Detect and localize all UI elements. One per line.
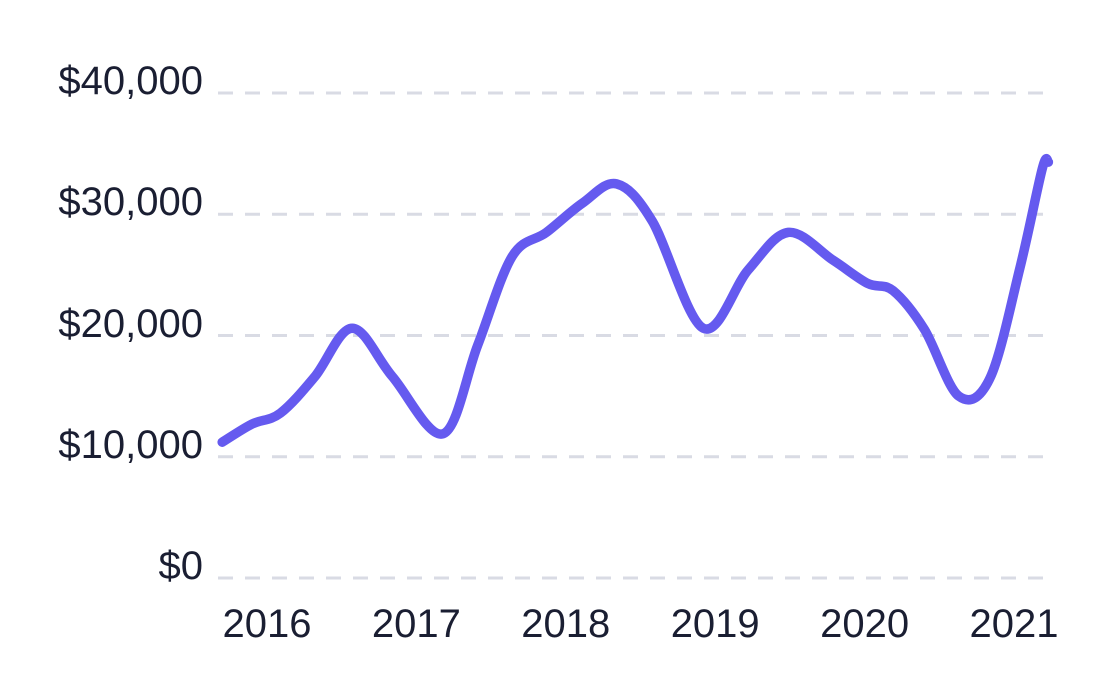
x-axis-tick-label: 2021 — [969, 602, 1059, 646]
x-axis-tick-label: 2018 — [521, 602, 611, 646]
x-axis-tick-label: 2020 — [820, 602, 910, 646]
y-axis-tick-label: $40,000 — [58, 59, 203, 103]
y-axis-tick-label: $10,000 — [58, 422, 203, 467]
x-axis-tick-label: 2016 — [222, 602, 312, 646]
x-axis-tick-label: 2017 — [371, 602, 461, 646]
y-axis-tick-label: $30,000 — [58, 180, 203, 225]
y-axis-tick-label: $0 — [158, 544, 204, 588]
x-axis-tick-label: 2019 — [670, 602, 760, 646]
y-axis-tick-label: $20,000 — [58, 301, 203, 346]
series-line-dollar-value — [217, 154, 1054, 447]
